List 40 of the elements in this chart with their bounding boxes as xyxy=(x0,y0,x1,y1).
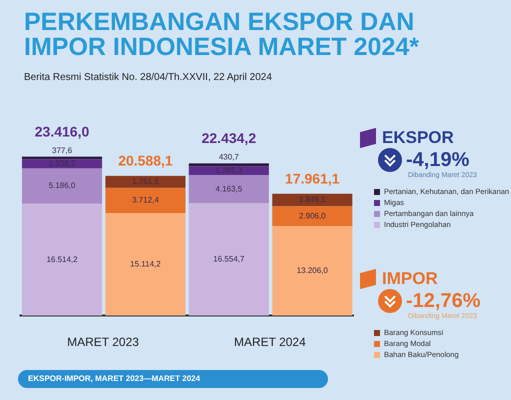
x-tick-label: MARET 2023 xyxy=(67,335,140,350)
text: EKSPOR xyxy=(382,128,454,148)
bar xyxy=(105,176,186,188)
bar xyxy=(188,174,269,204)
data-label: 1.338,2 xyxy=(48,158,76,168)
bar xyxy=(272,226,352,316)
data-label: 4.163,5 xyxy=(216,184,243,194)
data-label: 3.712,4 xyxy=(132,196,160,205)
total-label: 17.961,1 xyxy=(285,170,340,187)
bar xyxy=(22,159,102,168)
bar xyxy=(105,188,186,214)
data-label: 2.906,0 xyxy=(298,211,326,220)
bar xyxy=(105,213,186,316)
bar xyxy=(22,168,102,204)
chart-title: PERKEMBANGAN EKSPOR DAN IMPOR INDONESIA MARET 2024* xyxy=(24,8,420,61)
data-label: 16.514,2 xyxy=(46,254,78,264)
text: IMPOR xyxy=(382,269,438,289)
chart-subtitle: Berita Resmi Statistik No. 28/04/Th.XXVII, 22 April 2024 xyxy=(24,72,272,83)
bar xyxy=(188,203,269,316)
bar xyxy=(22,204,102,316)
data-label: 13.206,0 xyxy=(296,266,328,275)
bar xyxy=(272,206,352,226)
total-label: 20.588,1 xyxy=(118,152,173,169)
text: EKSPOR-IMPOR, MARET 2023—MARET 2024 xyxy=(18,370,328,388)
total-label: 22.434,2 xyxy=(202,130,256,146)
data-label: 430,7 xyxy=(218,152,240,162)
data-label: 1.849,1 xyxy=(298,195,326,204)
data-label: 5.186,0 xyxy=(48,181,76,190)
total-label: 23.416,0 xyxy=(34,124,90,140)
bar xyxy=(188,163,269,166)
text: -4,19% xyxy=(406,148,470,172)
data-label: 16.554,7 xyxy=(213,254,245,264)
data-label: 15.114,2 xyxy=(130,260,162,269)
data-label: 1.285,3 xyxy=(216,166,243,175)
bar xyxy=(272,194,352,206)
data-label: 377,6 xyxy=(52,146,73,155)
x-tick-label: MARET 2024 xyxy=(234,335,306,350)
bar xyxy=(22,156,102,160)
data-label: 1.761,5 xyxy=(132,177,160,186)
text: -12,76% xyxy=(406,290,480,312)
